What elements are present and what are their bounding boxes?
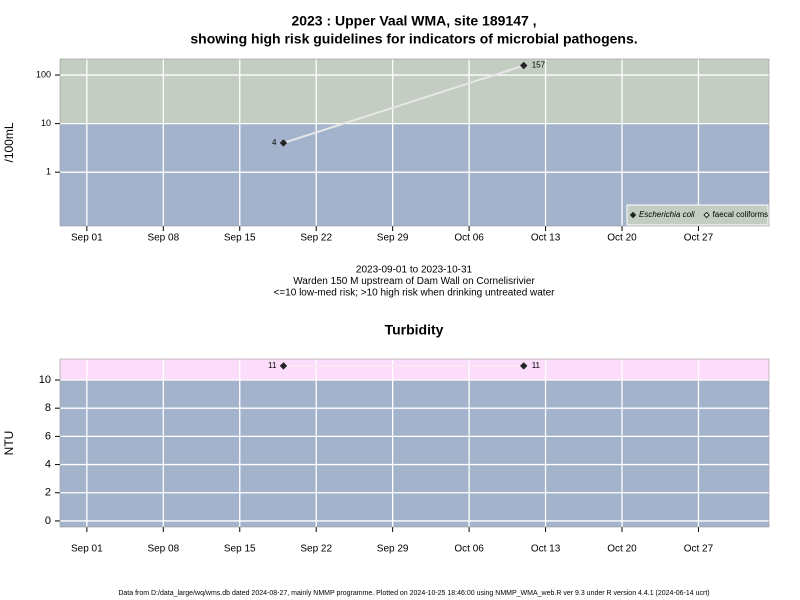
data-point (520, 61, 528, 70)
caption: <=10 low-med risk; >10 high risk when dr… (274, 288, 556, 299)
data-label: 11 (268, 361, 277, 370)
x-tick-label: Sep 22 (300, 233, 332, 244)
series-line (283, 64, 525, 144)
chart-title: 2023 : Upper Vaal WMA, site 189147 , (291, 13, 536, 29)
legend-marker (703, 211, 710, 219)
data-point (279, 362, 288, 370)
legend-label: faecal coliforms (713, 210, 769, 219)
y-tick-label: 8 (45, 402, 51, 414)
data-point (520, 362, 528, 370)
caption: Warden 150 M upstream of Dam Wall on Cor… (293, 276, 535, 287)
caption: 2023-09-01 to 2023-10-31 (356, 265, 473, 276)
high-risk-band (60, 59, 769, 124)
x-tick-label: Sep 01 (71, 544, 103, 555)
footer: Data from D:/data_large/wq/wms.db dated … (118, 590, 709, 597)
y-axis-label: NTU (2, 431, 16, 456)
y-tick-label: 4 (45, 458, 51, 470)
x-tick-label: Sep 29 (377, 544, 409, 555)
x-tick-label: Sep 15 (224, 233, 256, 244)
data-label: 4 (272, 138, 277, 147)
legend-box (626, 204, 769, 226)
y-tick-label: 10 (41, 118, 51, 128)
high-risk-band (60, 359, 769, 380)
y-tick-label: 0 (45, 515, 51, 527)
x-tick-label: Sep 29 (377, 233, 409, 244)
y-tick-label: 10 (39, 374, 51, 386)
data-point (279, 139, 288, 147)
x-tick-label: Oct 20 (607, 544, 637, 555)
x-tick-label: Oct 13 (531, 544, 561, 555)
data-label: 11 (532, 361, 541, 370)
x-tick-label: Oct 13 (531, 233, 561, 244)
chart-title: Turbidity (385, 322, 444, 338)
plot-frame (59, 358, 770, 528)
y-tick-label: 2 (45, 487, 51, 499)
x-tick-label: Sep 08 (147, 233, 179, 244)
x-tick-label: Oct 06 (454, 544, 484, 555)
legend-marker (629, 211, 637, 219)
x-tick-label: Sep 15 (224, 544, 256, 555)
chart-subtitle: showing high risk guidelines for indicat… (190, 31, 637, 47)
y-tick-label: 6 (45, 430, 51, 442)
y-tick-label: 1 (46, 167, 51, 177)
x-tick-label: Oct 27 (684, 544, 714, 555)
data-label: 157 (532, 61, 546, 70)
x-tick-label: Oct 20 (607, 233, 637, 244)
legend-label: Escherichia coli (639, 210, 695, 219)
x-tick-label: Oct 27 (684, 233, 714, 244)
x-tick-label: Oct 06 (454, 233, 484, 244)
x-tick-label: Sep 01 (71, 233, 103, 244)
x-tick-label: Sep 08 (147, 544, 179, 555)
y-axis-label: /100mL (2, 122, 16, 162)
plot-frame (59, 58, 770, 227)
low-risk-band (60, 380, 769, 527)
x-tick-label: Sep 22 (300, 544, 332, 555)
y-tick-label: 100 (36, 69, 51, 79)
